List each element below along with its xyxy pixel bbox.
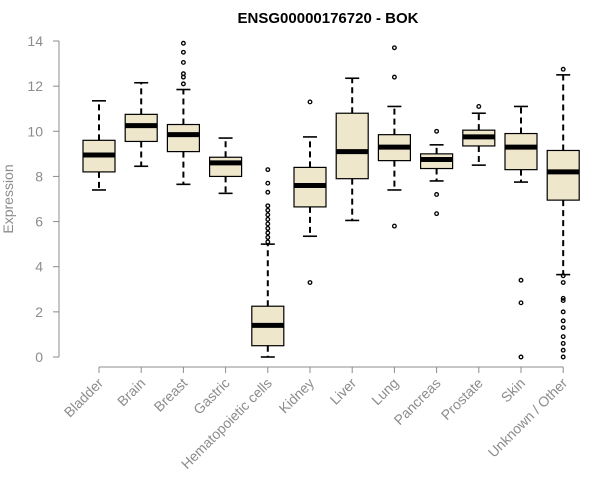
outlier-point: [560, 280, 566, 285]
y-tick-label: 2: [35, 304, 43, 320]
x-tick-label: Brain: [114, 375, 148, 409]
chart-title: ENSG00000176720 - BOK: [238, 10, 419, 27]
outlier-point: [560, 341, 566, 346]
box-kidney: [293, 99, 327, 285]
outlier-point: [265, 212, 271, 218]
outlier-point: [180, 71, 186, 77]
outlier-point: [560, 354, 566, 360]
y-tick-label: 8: [35, 168, 43, 184]
outlier-point: [265, 230, 271, 236]
outlier-point: [518, 354, 524, 360]
outlier-point: [560, 66, 566, 72]
outlier-point: [265, 203, 271, 209]
outlier-point: [434, 211, 440, 217]
box-bladder: [82, 100, 116, 191]
x-tick-label: Liver: [327, 375, 360, 408]
outlier-point: [265, 189, 271, 195]
x-tick-label: Bladder: [61, 375, 107, 421]
outlier-point: [265, 180, 271, 186]
outlier-point: [434, 192, 440, 197]
outlier-point: [265, 216, 271, 222]
y-tick-label: 12: [27, 78, 43, 94]
iqr-box: [209, 156, 243, 178]
outlier-point: [180, 40, 186, 46]
x-tick-label: Skin: [498, 375, 529, 406]
boxes-group: [82, 40, 580, 360]
x-tick-label: Pancreas: [391, 375, 444, 428]
box-prostate: [462, 104, 496, 166]
outlier-point: [180, 81, 186, 87]
outlier-point: [434, 128, 440, 134]
box-breast: [166, 40, 200, 186]
outlier-point: [560, 273, 566, 279]
outlier-point: [391, 223, 397, 229]
x-tick-label: Prostate: [438, 375, 486, 423]
outlier-point: [518, 277, 524, 283]
x-tick-label: Lung: [368, 375, 401, 408]
box-skin: [504, 105, 538, 360]
outlier-point: [265, 207, 271, 213]
y-tick-label: 6: [35, 214, 43, 230]
outlier-point: [180, 59, 186, 65]
outlier-point: [265, 221, 271, 227]
outlier-point: [560, 309, 566, 315]
outlier-point: [560, 318, 566, 324]
outlier-point: [265, 167, 271, 173]
outlier-point: [476, 104, 482, 109]
y-tick-label: 14: [27, 33, 43, 49]
outlier-point: [265, 234, 271, 240]
outlier-point: [391, 74, 397, 80]
iqr-box: [166, 123, 200, 153]
outlier-point: [265, 239, 271, 245]
y-tick-label: 10: [27, 123, 43, 139]
outlier-point: [307, 280, 313, 285]
box-gastric: [209, 137, 243, 195]
outlier-point: [560, 325, 566, 331]
iqr-box: [504, 132, 538, 171]
box-liver: [335, 77, 369, 222]
box-hematopoietic-cells: [251, 167, 285, 358]
iqr-box: [546, 149, 580, 201]
outlier-point: [560, 295, 566, 301]
outlier-point: [560, 298, 566, 304]
outlier-point: [560, 347, 566, 353]
x-tick-label: Unknown / Other: [485, 375, 571, 461]
box-lung: [377, 45, 411, 229]
box-pancreas: [420, 128, 454, 217]
box-brain: [124, 81, 158, 168]
outlier-point: [560, 334, 566, 340]
outlier-point: [180, 49, 186, 55]
box-unknown-other: [546, 66, 580, 360]
y-axis: 0 2 4 6 8 10 12 14: [27, 33, 60, 365]
x-tick-label: Breast: [151, 375, 191, 415]
outlier-point: [518, 300, 524, 306]
y-tick-label: 4: [35, 259, 43, 275]
y-axis-label: Expression: [0, 164, 16, 233]
outlier-point: [391, 45, 397, 51]
y-tick-label: 0: [35, 349, 43, 365]
outlier-point: [265, 225, 271, 231]
outlier-point: [307, 99, 313, 105]
iqr-box: [335, 112, 369, 180]
x-tick-label: Kidney: [276, 375, 318, 417]
